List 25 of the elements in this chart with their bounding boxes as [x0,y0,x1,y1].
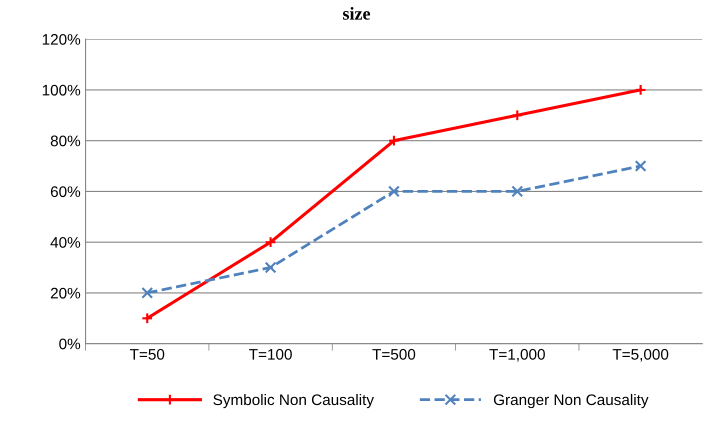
point [388,185,400,198]
x-tick-label: T=50 [130,348,164,360]
x-tick-label: T=1,000 [489,348,545,362]
point [264,262,276,274]
y-tick-label: 20% [50,288,80,299]
y-tick-label: 0% [59,338,80,350]
point [634,84,647,96]
y-tick-label: 80% [50,136,80,146]
chart-title: size [343,7,370,20]
legend-label: Granger Non Causality [494,394,649,408]
x-tick-label: T=100 [249,348,292,360]
x-tick-label: T=5,000 [612,348,668,362]
point [511,185,524,198]
point [511,109,524,122]
legend-label: Symbolic Non Causality [213,394,374,408]
y-tick-label: 60% [50,186,80,198]
point [141,286,154,299]
point [264,236,276,248]
y-tick-label: 120% [42,34,80,45]
x-tick-label: T=500 [372,348,416,360]
y-tick-label: 100% [42,84,80,96]
point [141,312,154,324]
point [634,160,647,172]
point [388,134,400,147]
y-tick-label: 40% [50,237,80,248]
